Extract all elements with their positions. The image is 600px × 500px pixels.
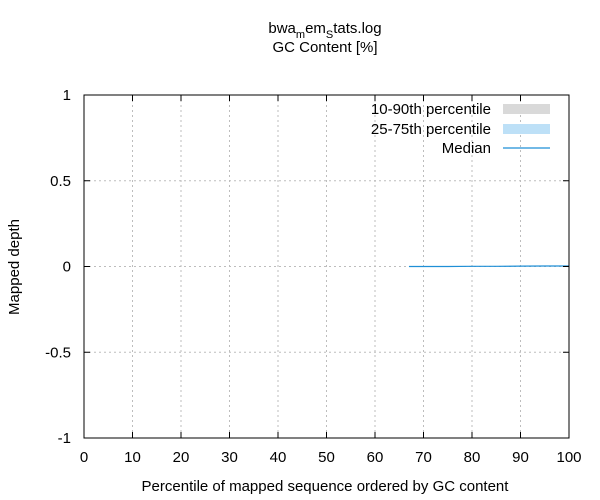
x-tick-label: 90 [512,449,529,466]
legend-swatch [503,104,550,114]
chart-subtitle: GC Content [%] [272,39,377,56]
y-tick-label: 0.5 [50,173,71,190]
legend-label: 25-75th percentile [371,121,491,138]
x-tick-label: 30 [221,449,238,466]
tick-layer: 0 10 20 30 40 50 60 70 80 90 100 1 0.5 0 -0.5 -1 [45,87,581,466]
x-tick-label: 10 [124,449,141,466]
chart-title-part: S [326,29,333,41]
x-tick-label: 70 [415,449,432,466]
chart-title-part: m [296,29,305,41]
y-axis-label: Mapped depth [6,219,23,315]
legend-label: Median [442,140,491,157]
x-tick-label: 0 [80,449,88,466]
x-tick-label: 40 [270,449,287,466]
x-axis-label: Percentile of mapped sequence ordered by… [142,478,510,495]
legend: 10-90th percentile 25-75th percentile Medi… [371,101,550,157]
y-tick-label: 1 [63,87,71,104]
line-layer [408,265,569,268]
y-tick-label: -1 [58,430,71,447]
chart-title-part: em [305,20,326,37]
legend-label: 10-90th percentile [371,101,491,118]
chart-title-group: bwamemStats.log [268,20,381,41]
y-tick-label: -0.5 [45,344,71,361]
x-tick-label: 20 [173,449,190,466]
chart-title-part: bwa [268,20,296,37]
x-tick-label: 50 [318,449,335,466]
median-line [408,265,569,268]
y-tick-label: 0 [63,259,71,276]
x-tick-label: 100 [556,449,581,466]
x-tick-label: 80 [464,449,481,466]
chart-title-part: tats.log [333,20,381,37]
chart-title: bwamemStats.log [268,20,381,41]
legend-swatch [503,124,550,134]
x-tick-label: 60 [367,449,384,466]
